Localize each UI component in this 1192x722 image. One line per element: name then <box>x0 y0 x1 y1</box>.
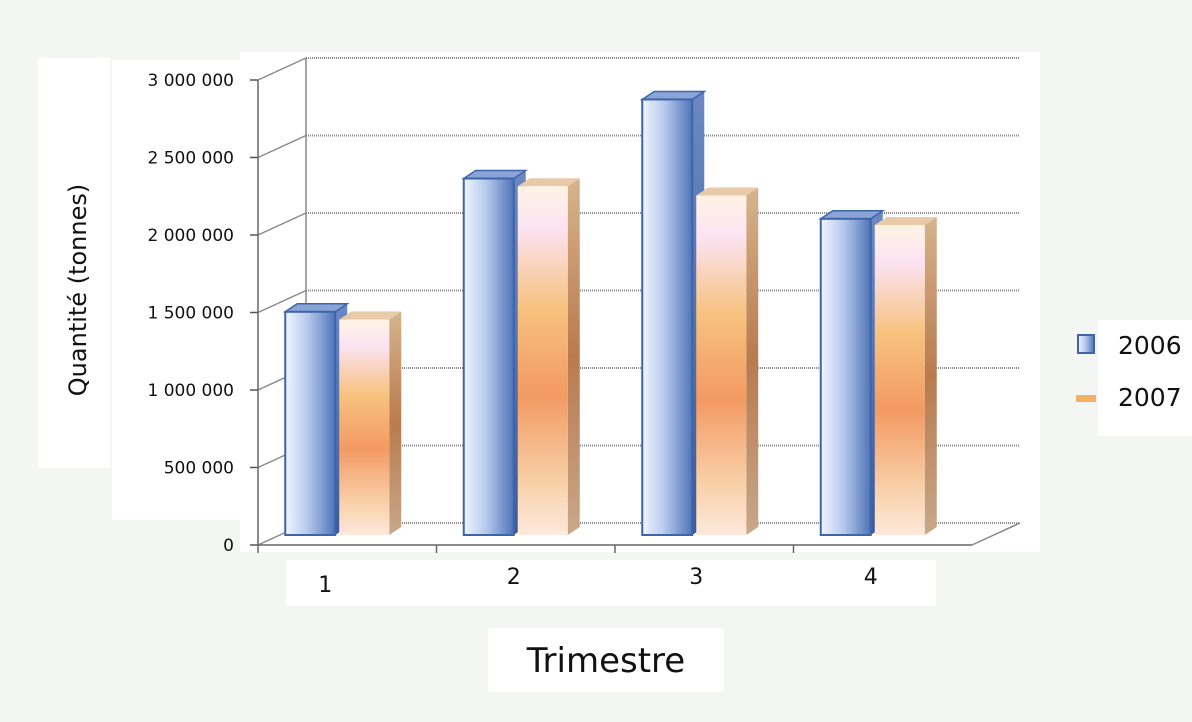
y-tick-label: 1 000 000 <box>147 381 234 401</box>
x-tick-label: 1 <box>318 573 332 598</box>
bar-top <box>696 187 759 196</box>
y-tick-label: 3 000 000 <box>147 71 234 91</box>
bar-top <box>874 217 937 225</box>
bar-front <box>874 225 925 535</box>
y-tick-label: 2 000 000 <box>147 226 234 246</box>
bar-top <box>517 178 580 187</box>
legend-item-2007: 2007 <box>1076 383 1182 412</box>
legend-swatch <box>1077 334 1095 354</box>
bar-front <box>641 98 694 536</box>
y-tick-labels: 0 500 000 1 000 000 1 500 000 2 000 000 2 500… <box>147 71 234 556</box>
bar-front <box>696 195 747 536</box>
x-tick-label: 3 <box>689 565 703 590</box>
bar-top <box>639 90 707 101</box>
bar-2007-4 <box>874 217 937 535</box>
legend-label: 2006 <box>1118 331 1182 360</box>
bar-side <box>746 187 759 536</box>
bars <box>282 90 937 537</box>
bar-front <box>517 186 568 535</box>
bar-top <box>461 169 529 180</box>
x-axis-title: Trimestre <box>526 641 685 681</box>
y-tick-label: 2 500 000 <box>147 149 234 169</box>
bar-top <box>818 210 886 220</box>
bar-2007-1 <box>339 311 402 535</box>
bar-top <box>282 303 350 313</box>
bar-top <box>339 311 402 320</box>
x-tick-label: 2 <box>507 565 521 590</box>
bar-2006-4 <box>818 210 886 537</box>
x-tick-label: 4 <box>864 565 878 590</box>
bar-side <box>567 178 580 535</box>
y-axis-title: Quantité (tonnes) <box>64 184 92 396</box>
bar-front <box>819 217 872 537</box>
y-tick-label: 500 000 <box>164 459 234 479</box>
bar-2006-1 <box>282 303 350 536</box>
legend: 2006 2007 <box>1076 331 1182 412</box>
grid-diagonal <box>257 212 307 236</box>
y-tick-label: 1 500 000 <box>147 304 234 324</box>
grid-diagonal <box>257 289 307 314</box>
grid-diagonal <box>257 134 307 159</box>
legend-label: 2007 <box>1118 383 1182 412</box>
bar-2007-3 <box>696 187 759 536</box>
bar-front <box>339 319 390 535</box>
bar-front <box>462 177 515 536</box>
grid-diagonal <box>257 57 307 81</box>
legend-panel <box>1098 320 1192 436</box>
bar-front <box>284 310 337 536</box>
y-tick-label: 0 <box>223 536 234 556</box>
bar-2006-2 <box>461 169 529 536</box>
ytick-panel <box>112 60 242 520</box>
bar-2007-2 <box>517 178 580 535</box>
bar-side <box>924 217 937 535</box>
floor-edge <box>971 522 1021 546</box>
category-label-panel <box>286 560 936 606</box>
axes <box>250 58 1021 553</box>
bar-2006-3 <box>639 90 707 536</box>
ylabel-panel <box>38 58 110 468</box>
category-labels: 1 2 3 4 <box>318 565 878 598</box>
legend-item-2006: 2006 <box>1077 331 1182 360</box>
legend-swatch <box>1076 395 1096 402</box>
bar-side <box>389 311 402 535</box>
xlabel-panel <box>488 628 724 692</box>
